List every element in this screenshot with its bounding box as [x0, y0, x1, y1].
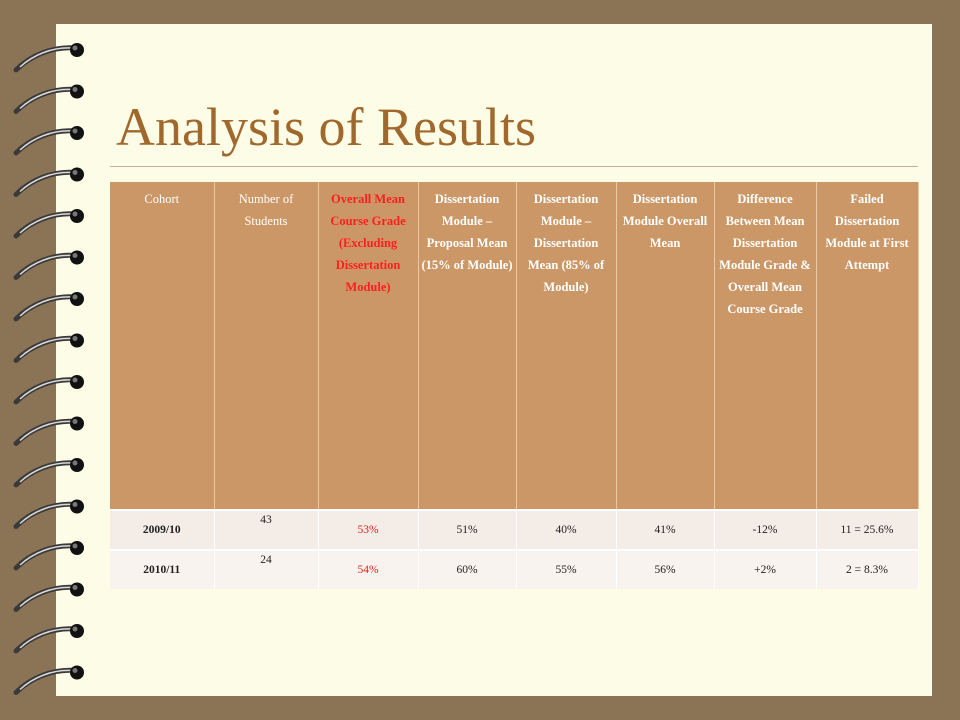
binding-ring — [13, 126, 84, 156]
page-title: Analysis of Results — [116, 97, 537, 157]
binding-ring — [13, 209, 84, 239]
binding-ring — [13, 333, 84, 363]
binding-ring — [13, 375, 84, 405]
cell-dissertation-mean: 55% — [516, 549, 617, 589]
binding-ring — [13, 458, 84, 488]
header-proposal-mean: Dissertation Module – Proposal Mean (15%… — [418, 182, 517, 510]
binding-ring — [13, 582, 84, 612]
cell-failed: 2 = 8.3% — [816, 549, 919, 589]
binding-ring — [13, 250, 84, 280]
cell-overall-mean: 53% — [318, 509, 419, 550]
table-row: 2009/10 43 53% 51% 40% 41% -12% 11 = 25.… — [110, 509, 919, 550]
cell-proposal-mean: 51% — [418, 509, 517, 550]
cell-difference: -12% — [714, 509, 817, 550]
header-overall-mean-course-grade: Overall Mean Course Grade (Excluding Dis… — [318, 182, 419, 510]
header-dissertation-mean: Dissertation Module – Dissertation Mean … — [516, 182, 617, 510]
table-row: 2010/11 24 54% 60% 55% 56% +2% 2 = 8.3% — [110, 549, 919, 589]
binding-ring — [13, 84, 84, 114]
binding-ring — [13, 292, 84, 322]
cell-cohort: 2009/10 — [110, 509, 215, 550]
cell-cohort: 2010/11 — [110, 549, 215, 589]
binding-ring — [13, 167, 84, 197]
binding-ring — [13, 665, 84, 695]
cell-students: 24 — [214, 549, 319, 589]
cell-proposal-mean: 60% — [418, 549, 517, 589]
binding-ring — [13, 499, 84, 529]
cell-difference: +2% — [714, 549, 817, 589]
cell-overall-mean: 54% — [318, 549, 419, 589]
spiral-binding — [13, 43, 84, 695]
title-divider — [110, 166, 918, 167]
header-number-of-students: Number of Students — [214, 182, 319, 510]
cell-failed: 11 = 25.6% — [816, 509, 919, 550]
cell-students: 43 — [214, 509, 319, 550]
header-module-overall-mean: Dissertation Module Overall Mean — [616, 182, 715, 510]
header-cohort: Cohort — [110, 182, 215, 510]
binding-ring — [13, 624, 84, 654]
header-row: Cohort Number of Students Overall Mean C… — [110, 182, 919, 510]
binding-ring — [13, 541, 84, 571]
cell-dissertation-mean: 40% — [516, 509, 617, 550]
cell-module-mean: 41% — [616, 509, 715, 550]
binding-ring — [13, 416, 84, 446]
cell-module-mean: 56% — [616, 549, 715, 589]
header-difference: Difference Between Mean Dissertation Mod… — [714, 182, 817, 510]
results-table: Cohort Number of Students Overall Mean C… — [110, 182, 919, 589]
header-failed-first-attempt: Failed Dissertation Module at First Atte… — [816, 182, 919, 510]
binding-ring — [13, 43, 84, 73]
